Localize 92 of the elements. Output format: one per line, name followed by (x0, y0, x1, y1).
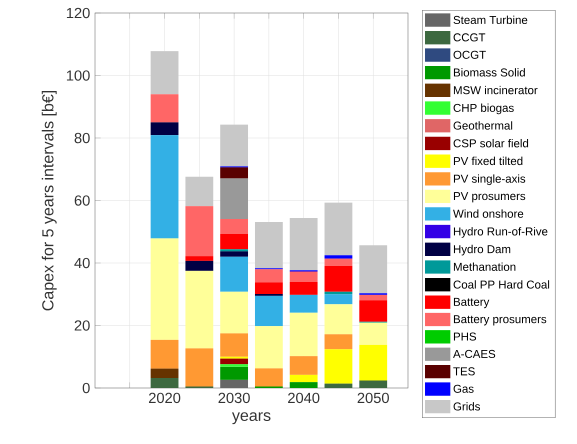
bar (290, 294, 318, 313)
bar (254, 368, 283, 386)
bar (150, 94, 178, 122)
y-tick-label: 20 (74, 320, 90, 331)
bar (324, 294, 352, 304)
legend-label: Grids (454, 402, 480, 411)
bar (324, 292, 352, 294)
bar (324, 349, 352, 384)
legend-label: PHS (454, 332, 476, 341)
legend-label: PV fixed tilted (454, 156, 522, 166)
bar (324, 384, 352, 388)
bar (150, 122, 178, 136)
bar (185, 256, 214, 261)
y-tick-label: 60 (74, 195, 90, 206)
bar (150, 368, 178, 378)
bar (359, 300, 388, 322)
bar (220, 218, 248, 234)
bar (324, 202, 352, 256)
legend-label: PV single-axis (454, 174, 526, 186)
legend-label: MSW incinerator (454, 86, 538, 94)
legend-label: Wind onshore (453, 209, 524, 218)
legend-label: Coal PP Hard Coal (454, 280, 550, 289)
bar (359, 245, 388, 294)
bar (150, 378, 178, 388)
legend-label: OCGT (454, 50, 486, 59)
y-tick-label: 80 (74, 132, 90, 144)
bar (185, 270, 214, 348)
x-tick-label: 2030 (218, 392, 250, 404)
bar (290, 312, 318, 356)
bar (324, 258, 352, 266)
bar (185, 260, 214, 271)
bar (324, 304, 352, 334)
bar (290, 356, 318, 375)
bar (220, 234, 248, 250)
bar (150, 135, 178, 238)
legend-label: Battery (454, 298, 490, 308)
bar (220, 366, 248, 380)
bar (150, 340, 178, 369)
bar (290, 382, 318, 388)
bar (254, 269, 283, 282)
x-tick-label: 2040 (288, 392, 320, 404)
bar (220, 256, 248, 292)
bar (220, 167, 248, 178)
bar (254, 222, 283, 268)
legend-label: Biomass Solid (454, 68, 525, 77)
bar (185, 348, 214, 386)
bar (185, 176, 214, 206)
x-axis-title: years (232, 412, 270, 424)
legend-label: A-CAES (453, 350, 496, 358)
bar (254, 326, 283, 368)
legend-label: Methanation (454, 262, 516, 271)
bar (185, 206, 214, 256)
legend-label: Hydro Run-of-Rive (454, 227, 548, 238)
bar (324, 255, 352, 259)
bar (359, 344, 388, 380)
legend-label: Geothermal (454, 121, 512, 130)
bar (220, 364, 248, 367)
legend-label: PV prosumers (454, 192, 526, 202)
legend-label: CSP solar field (454, 138, 528, 148)
legend-label: CHP biogas (454, 104, 514, 114)
legend-label: Steam Turbine (454, 16, 528, 24)
y-tick-label: 40 (74, 258, 90, 268)
y-axis-title: Capex for 5 years intervals [b€] (42, 90, 57, 310)
bar (359, 294, 388, 300)
bar (220, 251, 248, 257)
bar (290, 282, 318, 295)
bar (220, 124, 248, 166)
bar (359, 322, 388, 345)
legend-label: CCGT (454, 33, 486, 42)
bar (324, 266, 352, 292)
legend-label: TES (453, 367, 475, 376)
bar (324, 334, 352, 350)
bar (290, 218, 318, 270)
bar (254, 296, 283, 326)
y-tick-label: 100 (66, 70, 90, 81)
bar (150, 51, 178, 94)
bar (220, 292, 248, 334)
bar (290, 271, 318, 282)
legend-label: Gas (454, 384, 474, 393)
bar (220, 358, 248, 364)
x-tick-label: 2020 (148, 392, 180, 404)
y-tick-label: 0 (82, 382, 90, 394)
bar (254, 282, 283, 294)
legend-label: Hydro Dam (454, 244, 510, 256)
bar (220, 333, 248, 357)
bar (359, 380, 388, 388)
legend-label: Battery prosumers (454, 315, 546, 326)
x-tick-label: 2050 (358, 392, 389, 404)
bar (290, 374, 318, 382)
bar (220, 178, 248, 219)
bar (150, 238, 178, 340)
y-tick-label: 120 (66, 8, 90, 18)
